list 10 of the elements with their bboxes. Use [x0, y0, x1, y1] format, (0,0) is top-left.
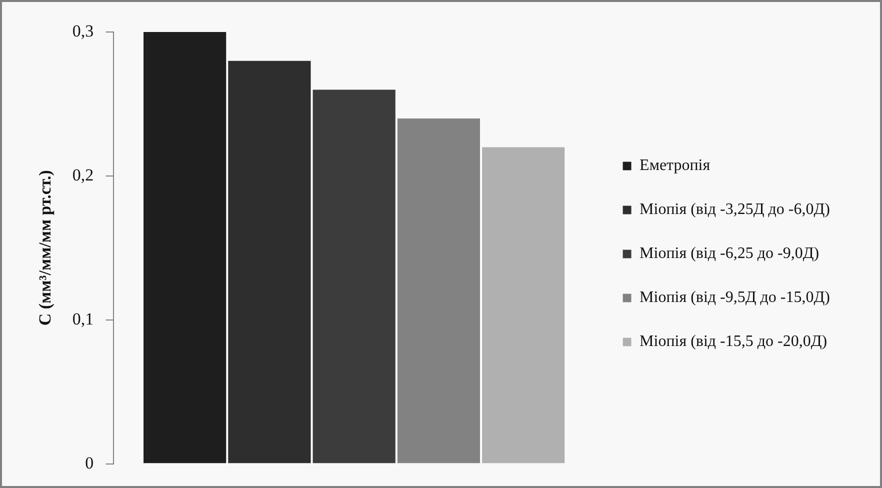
legend-label: Міопія (від -9,5Д до -15,0Д) [640, 289, 830, 306]
legend-label: Міопія (від -3,25Д до -6,0Д) [640, 201, 830, 218]
y-tick-label: 0,3 [72, 21, 94, 40]
y-tick-label: 0,2 [72, 165, 94, 184]
legend-label: Міопія (від -15,5 до -20,0Д) [640, 333, 828, 350]
legend-label: Еметропія [640, 157, 711, 174]
y-axis-title: C (мм³/мм/мм рт.ст.) [36, 170, 55, 326]
y-tick-label: 0,1 [72, 309, 94, 328]
y-tick-label: 0 [85, 453, 94, 472]
legend-label: Міопія (від -6,25 до -9,0Д) [640, 245, 820, 262]
